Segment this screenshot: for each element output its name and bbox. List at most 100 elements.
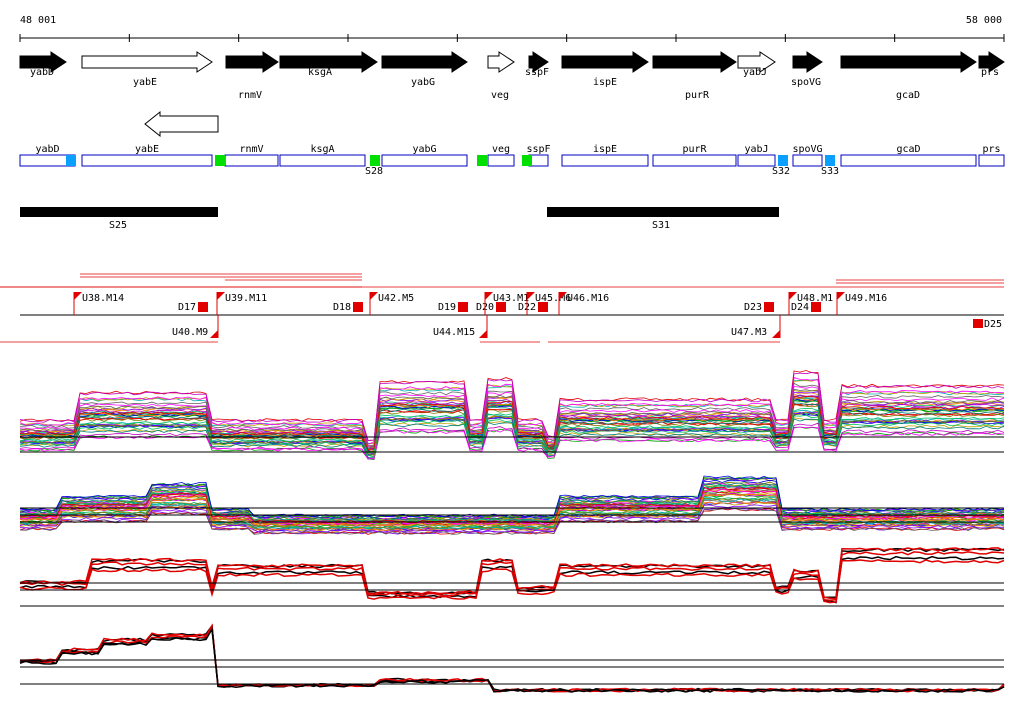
- trace: [19, 418, 1005, 459]
- trace: [19, 497, 1005, 530]
- marker-box: [198, 302, 208, 312]
- marker-flag: [527, 292, 535, 300]
- gene-arrow: [487, 51, 515, 73]
- trace: [19, 411, 1005, 456]
- gene-box-label: ksgA: [310, 144, 334, 155]
- marker-flag: [210, 330, 218, 338]
- gene-box-label: sspF: [526, 144, 550, 155]
- marker-label: U46.M16: [567, 293, 609, 304]
- ruler-start: 48 001: [20, 15, 56, 26]
- gene-label: yabD: [30, 67, 54, 78]
- gene-box: [381, 154, 468, 167]
- marker-flag: [559, 292, 567, 300]
- marker-flag: [74, 292, 82, 300]
- gene-box: [840, 154, 977, 167]
- gene-box-label: yabE: [135, 144, 159, 155]
- gene-box-label: prs: [982, 144, 1000, 155]
- gene-box-label: purR: [682, 144, 707, 155]
- trace: [19, 482, 1005, 522]
- trace: [19, 623, 1005, 693]
- gene-label: rnmV: [238, 90, 262, 101]
- gene-box: [487, 154, 515, 167]
- marker-flag: [370, 292, 378, 300]
- gene-box-label: ispE: [593, 144, 617, 155]
- marker-label: U49.M16: [845, 293, 887, 304]
- gene-box-label: yabJ: [744, 144, 768, 155]
- gene-box: [652, 154, 737, 167]
- gene-box-label: gcaD: [896, 144, 920, 155]
- gene-box-label: rnmV: [239, 144, 263, 155]
- gene-label: ispE: [593, 77, 617, 88]
- trace: [19, 426, 1005, 460]
- trace: [19, 486, 1005, 524]
- segment-bar: [547, 207, 779, 217]
- gene-box: [737, 154, 776, 167]
- gene-label: yabG: [411, 77, 435, 88]
- marker-flag: [837, 292, 845, 300]
- trace: [19, 488, 1005, 525]
- marker-flag: [772, 330, 780, 338]
- gene-arrow: [561, 51, 649, 73]
- trace: [19, 388, 1005, 449]
- site-square: [370, 155, 380, 166]
- marker-label: U45.M6: [535, 293, 571, 304]
- trace: [20, 623, 1005, 693]
- gene-label: yabE: [133, 77, 157, 88]
- trace: [19, 551, 1005, 601]
- gene-label: prs: [981, 67, 999, 78]
- gene-box: [978, 154, 1005, 167]
- trace: [19, 376, 1005, 445]
- gene-box-label: yabG: [412, 144, 436, 155]
- trace: [19, 488, 1005, 525]
- segment-bar: [20, 207, 218, 217]
- gene-arrow: [792, 51, 823, 73]
- gene-arrow: [840, 51, 977, 73]
- marker-box: [538, 302, 548, 312]
- marker-box: [973, 319, 983, 328]
- marker-label: U48.M1: [797, 293, 833, 304]
- gene-label: veg: [491, 90, 509, 101]
- gene-box: [224, 154, 279, 167]
- gene-arrow: [225, 51, 279, 73]
- marker-flag: [479, 330, 487, 338]
- site-square: [825, 155, 835, 166]
- gene-label: purR: [685, 90, 710, 101]
- marker-label: D17: [178, 302, 196, 313]
- marker-label: D25: [984, 319, 1002, 330]
- gene-label: sspF: [525, 67, 549, 78]
- trace: [19, 402, 1005, 453]
- site-square: [477, 155, 487, 166]
- gene-box: [561, 154, 649, 167]
- segment-label: S31: [652, 220, 670, 231]
- trace: [19, 508, 1005, 535]
- marker-label: U39.M11: [225, 293, 267, 304]
- trace: [19, 395, 1005, 451]
- gene-label: gcaD: [896, 90, 920, 101]
- gene-arrow: [978, 51, 1005, 73]
- marker-label: U42.M5: [378, 293, 414, 304]
- ruler-end: 58 000: [966, 15, 1002, 26]
- gene-arrow: [652, 51, 737, 73]
- site-square: [215, 155, 225, 166]
- marker-box: [764, 302, 774, 312]
- gene-arrow: [737, 51, 776, 73]
- marker-label: D18: [333, 302, 351, 313]
- trace: [19, 408, 1005, 454]
- marker-label: U40.M9: [172, 327, 208, 338]
- gene-box-label: yabD: [35, 144, 59, 155]
- trace: [19, 372, 1005, 441]
- marker-label: D24: [791, 302, 809, 313]
- gene-box: [81, 154, 213, 167]
- site-square: [522, 155, 532, 166]
- gene-arrow: [528, 51, 549, 73]
- gene-arrow: [81, 51, 213, 73]
- marker-label: U44.M15: [433, 327, 475, 338]
- gene-label: ksgA: [308, 67, 332, 78]
- segment-label: S25: [109, 220, 127, 231]
- trace: [19, 498, 1005, 530]
- site-label: S32: [772, 166, 790, 177]
- gene-box-label: spoVG: [792, 144, 822, 155]
- trace: [19, 411, 1005, 455]
- marker-label: D23: [744, 302, 762, 313]
- site-square: [66, 155, 76, 166]
